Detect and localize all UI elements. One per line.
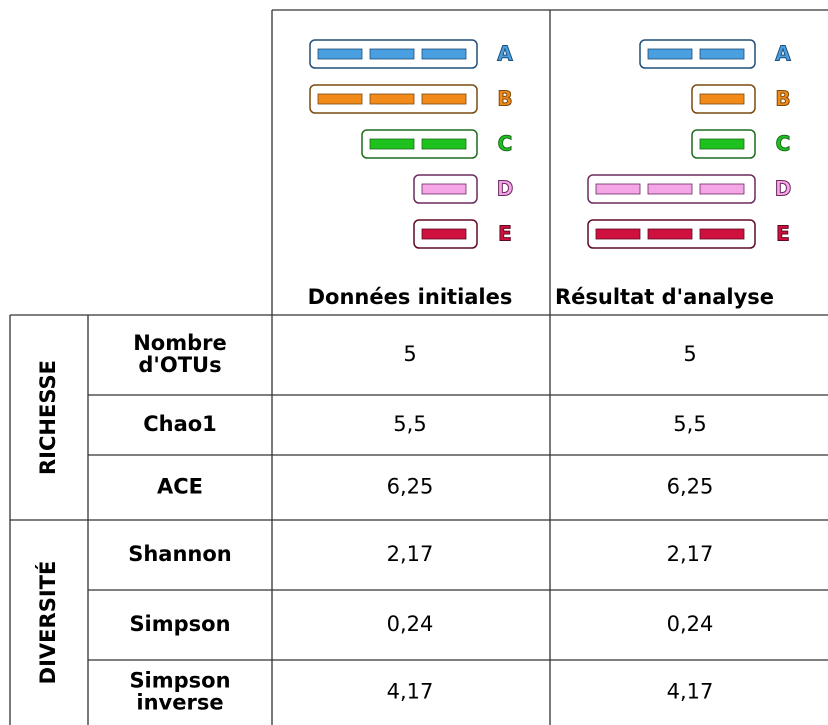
metric-label: Nombre [133, 331, 227, 355]
otu-segment [421, 228, 467, 240]
cell-value: 2,17 [387, 542, 434, 566]
otu-segment [421, 93, 467, 105]
column-header: Données initiales [308, 285, 513, 309]
cell-value: 4,17 [667, 680, 714, 704]
otu-label: C [776, 132, 791, 156]
group-label: DIVERSITÉ [35, 561, 60, 685]
otu-segment [421, 138, 467, 150]
otu-label: D [775, 177, 792, 201]
otu-label: E [498, 222, 512, 246]
otu-segment [595, 228, 641, 240]
otu-segment [647, 183, 693, 195]
otu-segment [647, 228, 693, 240]
cell-value: 0,24 [667, 612, 714, 636]
otu-segment [595, 183, 641, 195]
otu-segment [421, 48, 467, 60]
otu-segment [699, 48, 745, 60]
metric-label: Simpson [129, 612, 230, 636]
otu-label: D [497, 177, 514, 201]
otu-segment [699, 228, 745, 240]
cell-value: 5,5 [673, 412, 706, 436]
otu-segment [317, 93, 363, 105]
otu-segment [699, 138, 745, 150]
metric-label: ACE [157, 475, 203, 499]
otu-segment [369, 93, 415, 105]
otu-segment [369, 138, 415, 150]
cell-value: 0,24 [387, 612, 434, 636]
cell-value: 6,25 [667, 475, 714, 499]
otu-label: E [776, 222, 790, 246]
otu-segment [699, 93, 745, 105]
otu-label: B [775, 87, 790, 111]
cell-value: 4,17 [387, 680, 434, 704]
group-label: RICHESSE [36, 360, 60, 475]
cell-value: 5 [403, 342, 416, 366]
column-header: Résultat d'analyse [555, 285, 774, 309]
otu-segment [369, 48, 415, 60]
otu-label: B [497, 87, 512, 111]
cell-value: 2,17 [667, 542, 714, 566]
cell-value: 5 [683, 342, 696, 366]
metric-label: inverse [136, 691, 223, 715]
otu-segment [699, 183, 745, 195]
otu-label: A [497, 42, 513, 66]
metric-label: Shannon [128, 542, 232, 566]
cell-value: 5,5 [393, 412, 426, 436]
otu-label: A [775, 42, 791, 66]
otu-segment [317, 48, 363, 60]
otu-box [361, 129, 478, 159]
otu-segment [421, 183, 467, 195]
cell-value: 6,25 [387, 475, 434, 499]
metric-label: d'OTUs [138, 353, 221, 377]
otu-box [639, 39, 756, 69]
otu-segment [647, 48, 693, 60]
metric-label: Chao1 [143, 412, 217, 436]
metric-label: Simpson [129, 669, 230, 693]
otu-label: C [498, 132, 513, 156]
